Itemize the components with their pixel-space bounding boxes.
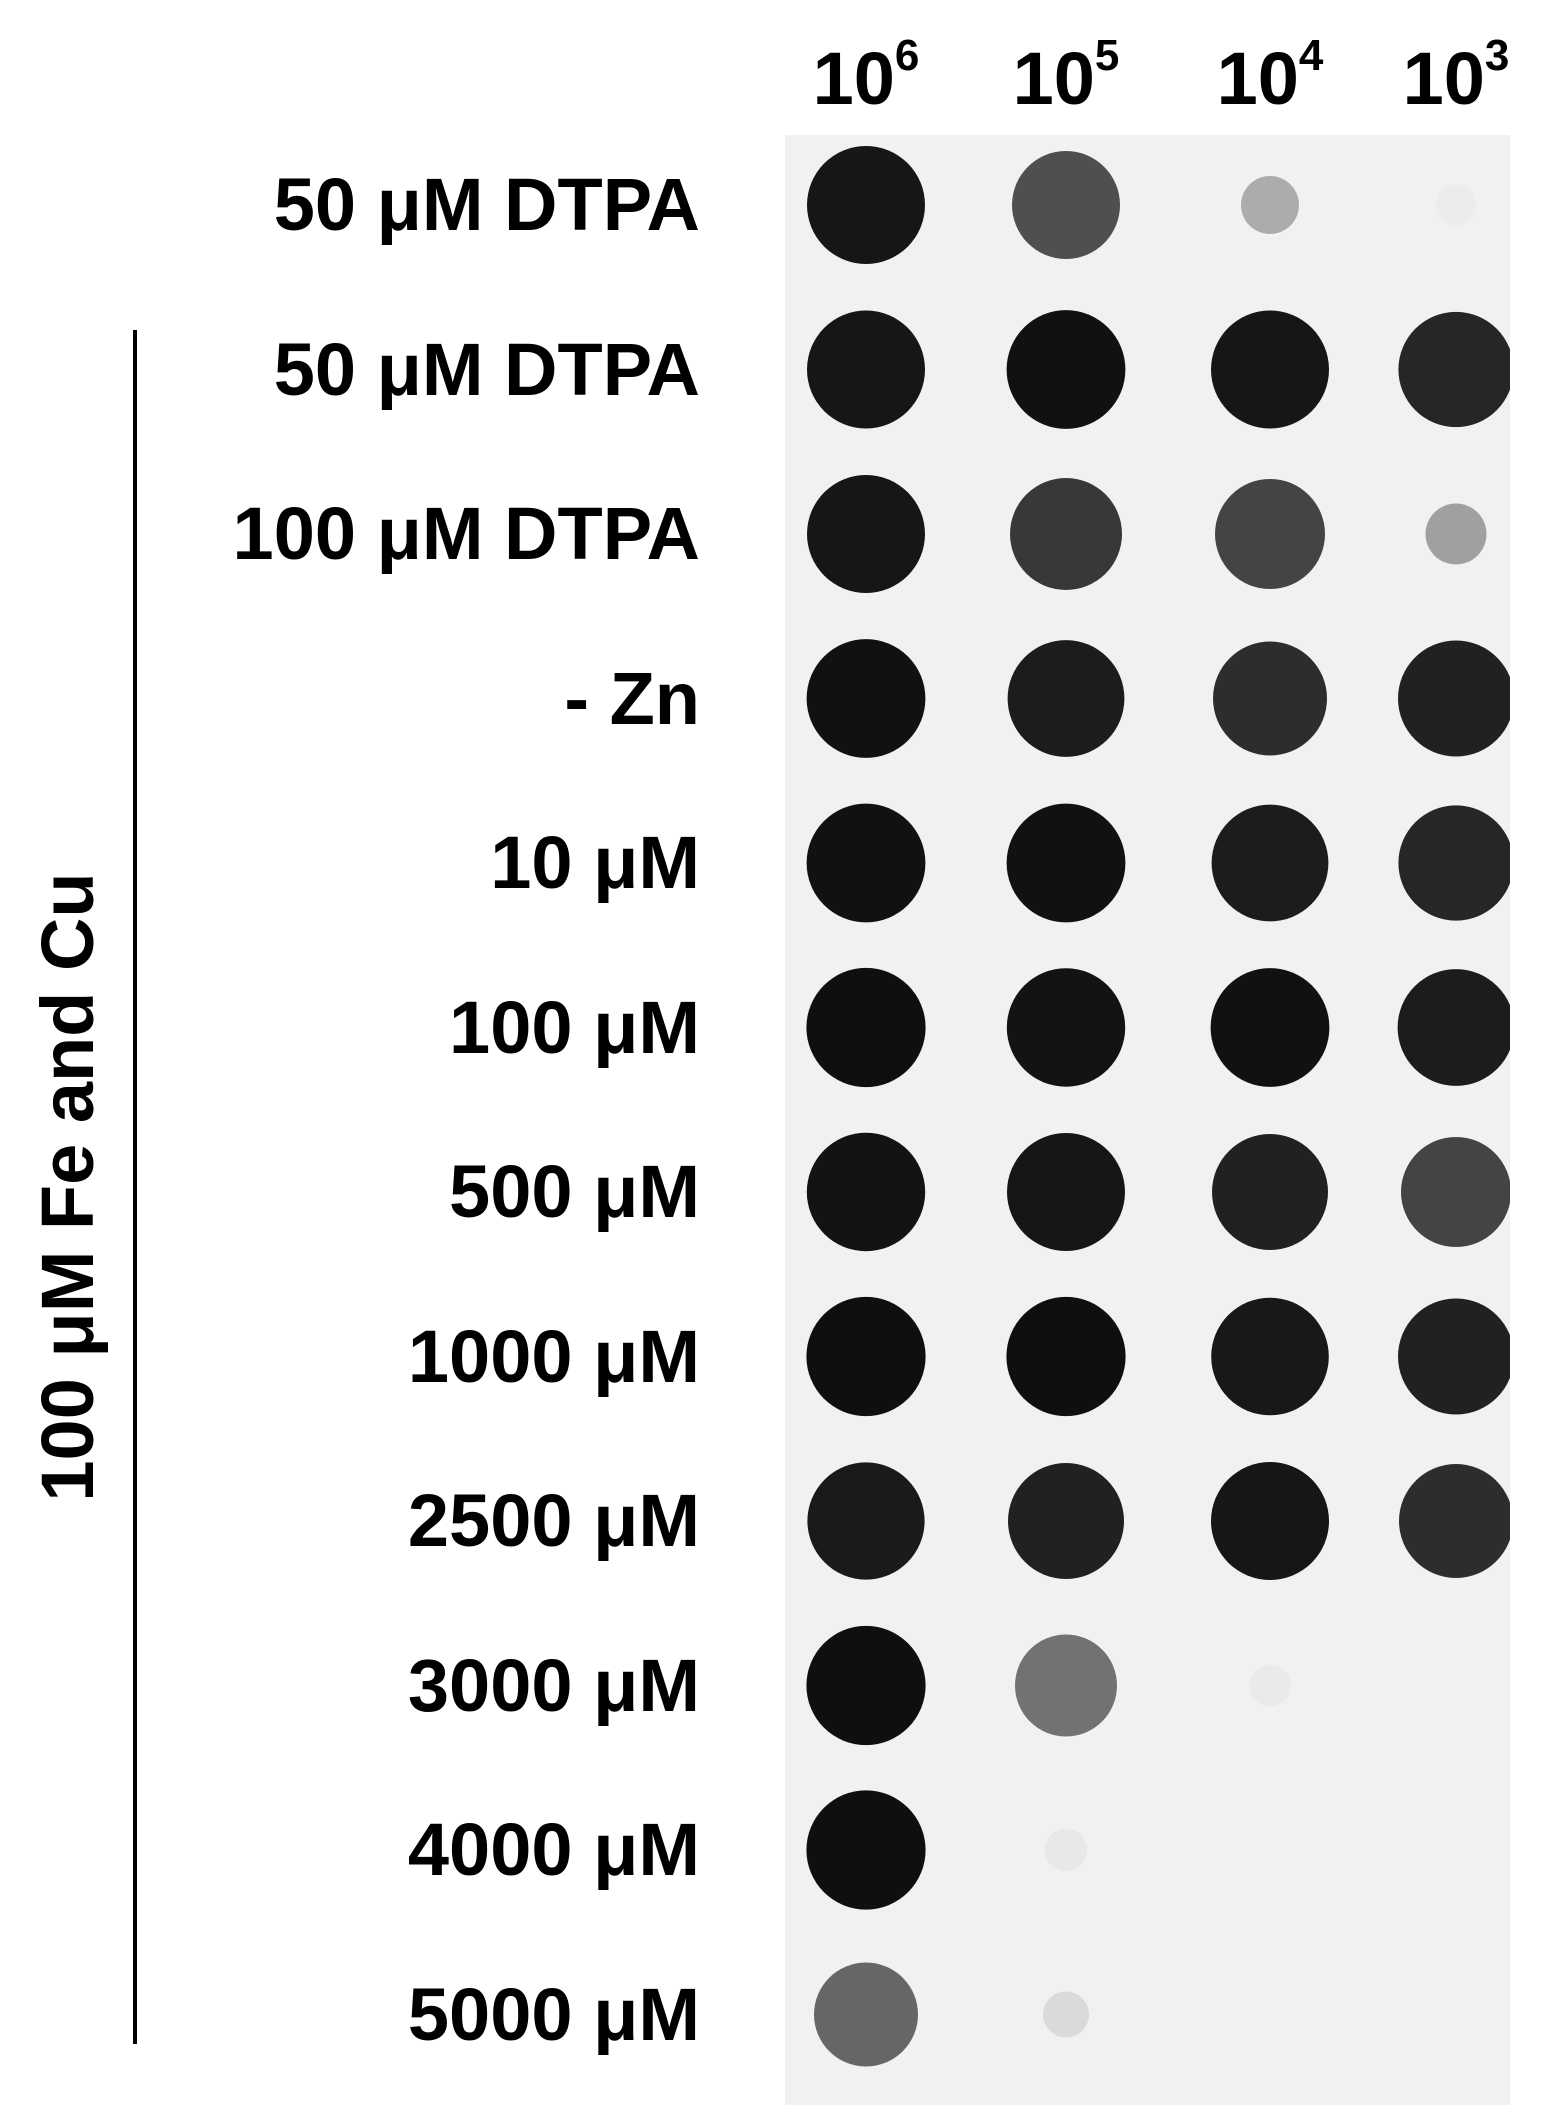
- plate-background: [785, 135, 1510, 2105]
- growth-spot-r3-c1: [1007, 640, 1125, 757]
- growth-spot-r5-c3: [1397, 969, 1510, 1086]
- growth-spot-r10-c1: [1044, 1828, 1088, 1872]
- growth-spot-r0-c2: [1241, 176, 1299, 234]
- dilution-exponent: 4: [1298, 31, 1324, 80]
- growth-spot-r5-c1: [1006, 968, 1126, 1087]
- growth-spot-r6-c1: [1007, 1133, 1125, 1251]
- growth-spot-r4-c2: [1211, 804, 1329, 922]
- growth-spot-r9-c0: [806, 1625, 926, 1746]
- growth-spot-r3-c3: [1398, 640, 1510, 757]
- growth-spot-r8-c2: [1211, 1462, 1329, 1580]
- growth-spot-r5-c2: [1210, 968, 1330, 1087]
- growth-spot-r8-c3: [1399, 1464, 1510, 1578]
- growth-spot-r2-c2: [1215, 479, 1325, 589]
- condition-label-4: 10 μM: [490, 821, 700, 904]
- growth-spot-r7-c2: [1211, 1297, 1329, 1416]
- dilution-exponent: 3: [1484, 31, 1510, 80]
- growth-spot-r5-c0: [806, 967, 926, 1088]
- dilution-base: 10: [1402, 37, 1485, 120]
- growth-spot-r7-c0: [806, 1296, 926, 1417]
- growth-spot-r6-c0: [806, 1132, 926, 1252]
- growth-spot-r2-c1: [1010, 478, 1122, 590]
- dilution-base: 10: [812, 37, 895, 120]
- growth-spot-r4-c3: [1398, 805, 1510, 921]
- condition-label-3: - Zn: [564, 656, 700, 740]
- dilution-header-0: 106: [786, 34, 946, 116]
- growth-spot-r6-c3: [1401, 1137, 1510, 1247]
- dilution-exponent: 5: [1094, 31, 1120, 80]
- growth-spot-r2-c3: [1425, 503, 1487, 565]
- condition-label-6: 500 μM: [449, 1150, 700, 1233]
- growth-spot-r0-c3: [1435, 184, 1477, 226]
- dilution-base: 10: [1012, 37, 1095, 120]
- growth-spot-r6-c2: [1212, 1134, 1328, 1250]
- growth-spot-r11-c1: [1043, 1991, 1089, 2038]
- growth-spot-r2-c0: [807, 475, 925, 593]
- condition-label-10: 4000 μM: [407, 1808, 700, 1891]
- growth-spot-r3-c2: [1213, 641, 1327, 756]
- group-label: 100 μM Fe and Cu: [26, 872, 109, 1502]
- dilution-header-2: 104: [1190, 34, 1350, 116]
- condition-label-1: 50 μM DTPA: [273, 327, 700, 411]
- growth-spot-r9-c2: [1249, 1664, 1291, 1707]
- growth-spot-r7-c3: [1398, 1298, 1510, 1415]
- growth-spot-r11-c0: [814, 1962, 918, 2067]
- growth-spot-r3-c0: [806, 639, 926, 758]
- dilution-base: 10: [1216, 37, 1299, 120]
- condition-label-11: 5000 μM: [407, 1972, 700, 2056]
- growth-spot-r8-c0: [807, 1462, 925, 1580]
- condition-label-7: 1000 μM: [407, 1314, 700, 1398]
- dilution-header-1: 105: [986, 34, 1146, 116]
- condition-label-5: 100 μM: [449, 985, 700, 1069]
- group-bracket-line: [133, 330, 137, 2044]
- dilution-exponent: 6: [894, 31, 920, 80]
- growth-spot-r0-c0: [807, 146, 925, 264]
- growth-spot-r4-c1: [1006, 803, 1126, 923]
- growth-spot-r1-c3: [1398, 311, 1510, 428]
- growth-spot-r0-c1: [1012, 151, 1120, 259]
- growth-spot-r9-c1: [1015, 1634, 1117, 1737]
- condition-label-8: 2500 μM: [407, 1479, 700, 1562]
- growth-spot-r10-c0: [806, 1790, 926, 1910]
- spot-plate: [785, 135, 1510, 2105]
- condition-label-2: 100 μM DTPA: [232, 492, 700, 575]
- growth-spot-r7-c1: [1006, 1296, 1126, 1417]
- growth-spot-r8-c1: [1008, 1463, 1124, 1579]
- growth-spot-r4-c0: [806, 803, 926, 923]
- growth-spot-r1-c0: [807, 310, 925, 429]
- dilution-header-3: 103: [1376, 34, 1536, 116]
- growth-spot-r1-c1: [1006, 310, 1126, 429]
- condition-label-9: 3000 μM: [407, 1643, 700, 1727]
- condition-label-0: 50 μM DTPA: [273, 163, 700, 246]
- growth-spot-r1-c2: [1211, 310, 1329, 429]
